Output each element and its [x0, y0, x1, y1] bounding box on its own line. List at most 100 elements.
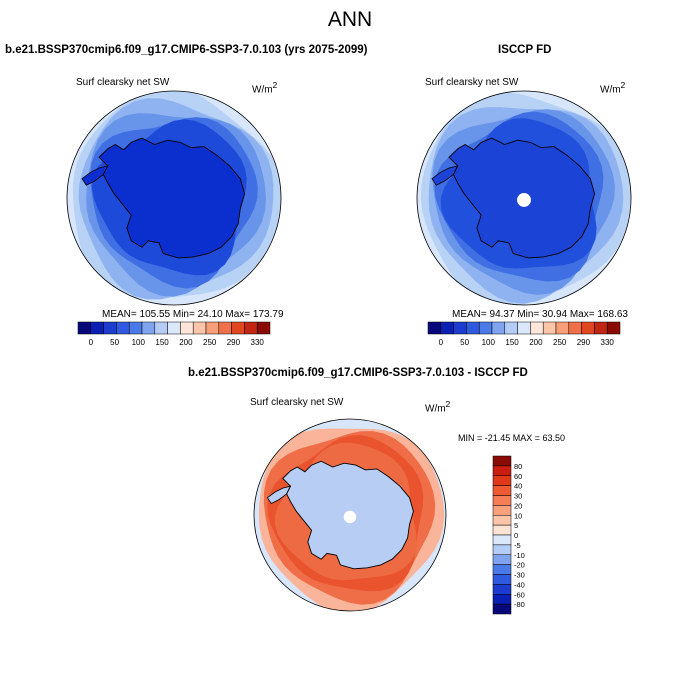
colorbar-swatch [492, 594, 512, 605]
panel1-field-label: Surf clearsky net SW [76, 77, 170, 88]
colorbar-tick-label: 50 [460, 338, 469, 347]
colorbar-tick-label: 290 [577, 338, 591, 347]
panel1-colorbar: 0 50 100 150 200 250 290 330 [77, 321, 271, 347]
colorbar-swatch [492, 554, 512, 565]
colorbar-tick-label: 250 [203, 338, 217, 347]
panel3-title: b.e21.BSSP370cmip6.f09_g17.CMIP6-SSP3-7.… [188, 367, 528, 379]
colorbar-tick-label: -80 [514, 600, 525, 609]
coastline [448, 137, 596, 259]
panel1-field [67, 91, 281, 305]
panel2-map [416, 90, 632, 306]
panel3-map [253, 418, 447, 612]
colorbar-tick-label: -40 [514, 580, 525, 589]
colorbar-swatch [231, 321, 245, 335]
colorbar-swatch [492, 505, 512, 516]
colorbar-tick-label: 330 [251, 338, 265, 347]
colorbar-swatch [517, 321, 531, 335]
colorbar-tick-label: -10 [514, 551, 525, 560]
colorbar-swatch [427, 321, 442, 335]
coastline [282, 460, 414, 570]
colorbar-tick-label: 80 [514, 462, 522, 471]
colorbar-swatch [492, 574, 512, 585]
colorbar-swatch [256, 321, 271, 335]
map-boundary [416, 90, 632, 306]
colorbar-swatch [594, 321, 608, 335]
colorbar-tick-label: 100 [482, 338, 496, 347]
panel3-units: W/m2 [425, 399, 450, 414]
colorbar-swatch [492, 564, 512, 575]
panel2-units-base: W/m [600, 84, 621, 96]
peninsula-coastline [81, 165, 109, 186]
peninsula-fill [82, 165, 108, 186]
colorbar-tick-label: -20 [514, 561, 525, 570]
colorbar-tick-label: 250 [553, 338, 567, 347]
colorbar-tick-label: 200 [179, 338, 193, 347]
panel1-map [66, 90, 282, 306]
colorbar-tick-label: 5 [514, 521, 518, 530]
page-title: ANN [327, 8, 373, 31]
continent-fill [99, 138, 245, 258]
colorbar-tick-label: 50 [110, 338, 119, 347]
panel2-field [417, 91, 631, 305]
colorbar-swatch [492, 485, 512, 496]
panel1-units-sup: 2 [272, 80, 278, 90]
colorbar-swatch [154, 321, 168, 335]
colorbar-tick-label: 10 [514, 511, 522, 520]
panel2-units: W/m2 [600, 80, 625, 95]
map-boundary [66, 90, 282, 306]
peninsula-coastline [431, 165, 459, 186]
colorbar-swatch [478, 321, 493, 335]
colorbar-swatch [530, 321, 544, 335]
pole-missing-data [343, 510, 357, 524]
colorbar-swatch [492, 534, 512, 546]
panel2-colorbar: 0 50 100 150 200 250 290 330 [427, 321, 621, 347]
colorbar-tick-label: 60 [514, 472, 522, 481]
colorbar-swatch [492, 495, 512, 506]
panel2-field-label: Surf clearsky net SW [425, 77, 519, 88]
panel1-units-base: W/m [252, 84, 273, 96]
colorbar-swatch [466, 321, 480, 335]
panel3-field-label: Surf clearsky net SW [250, 397, 344, 408]
colorbar-swatch [90, 321, 104, 335]
colorbar-swatch [244, 321, 258, 335]
colorbar-tick-label: 0 [514, 531, 518, 540]
colorbar-swatch [492, 603, 512, 615]
colorbar-swatch [568, 321, 582, 335]
colorbar-tick-label: 330 [601, 338, 615, 347]
colorbar-tick-label: 290 [227, 338, 241, 347]
colorbar-swatch [492, 515, 512, 526]
colorbar-tick-label: 150 [155, 338, 169, 347]
colorbar-swatch [555, 321, 570, 335]
colorbar-tick-label: -60 [514, 590, 525, 599]
colorbar-swatch [492, 475, 512, 486]
panel1-stats: MEAN= 105.55 Min= 24.10 Max= 173.79 [102, 309, 284, 320]
colorbar-swatch [116, 321, 130, 335]
panel3-units-sup: 2 [445, 399, 451, 409]
panel2-title: ISCCP FD [498, 44, 552, 56]
colorbar-tick-label: -5 [514, 541, 521, 550]
pole-missing-data [517, 193, 531, 207]
colorbar-swatch [542, 321, 557, 335]
panel2-stats: MEAN= 94.37 Min= 30.94 Max= 168.63 [452, 309, 628, 320]
colorbar-swatch [128, 321, 143, 335]
colorbar-swatch [103, 321, 117, 335]
colorbar-swatch [581, 321, 595, 335]
panel3-field [254, 419, 446, 611]
colorbar-swatch [492, 455, 512, 467]
colorbar-swatch [167, 321, 181, 335]
peninsula-fill [432, 165, 458, 186]
colorbar-swatch [492, 584, 512, 595]
colorbar-tick-label: -30 [514, 571, 525, 580]
colorbar-swatch [606, 321, 621, 335]
panel1-title: b.e21.BSSP370cmip6.f09_g17.CMIP6-SSP3-7.… [5, 44, 368, 56]
colorbar-swatch [492, 544, 512, 555]
colorbar-swatch [205, 321, 220, 335]
colorbar-tick-label: 100 [132, 338, 146, 347]
colorbar-swatch [77, 321, 92, 335]
panel1-units: W/m2 [252, 80, 277, 95]
panel3-stats: MIN = -21.45 MAX = 63.50 [458, 433, 566, 443]
colorbar-swatch [180, 321, 194, 335]
colorbar-swatch [492, 524, 512, 536]
colorbar-tick-label: 0 [439, 338, 444, 347]
